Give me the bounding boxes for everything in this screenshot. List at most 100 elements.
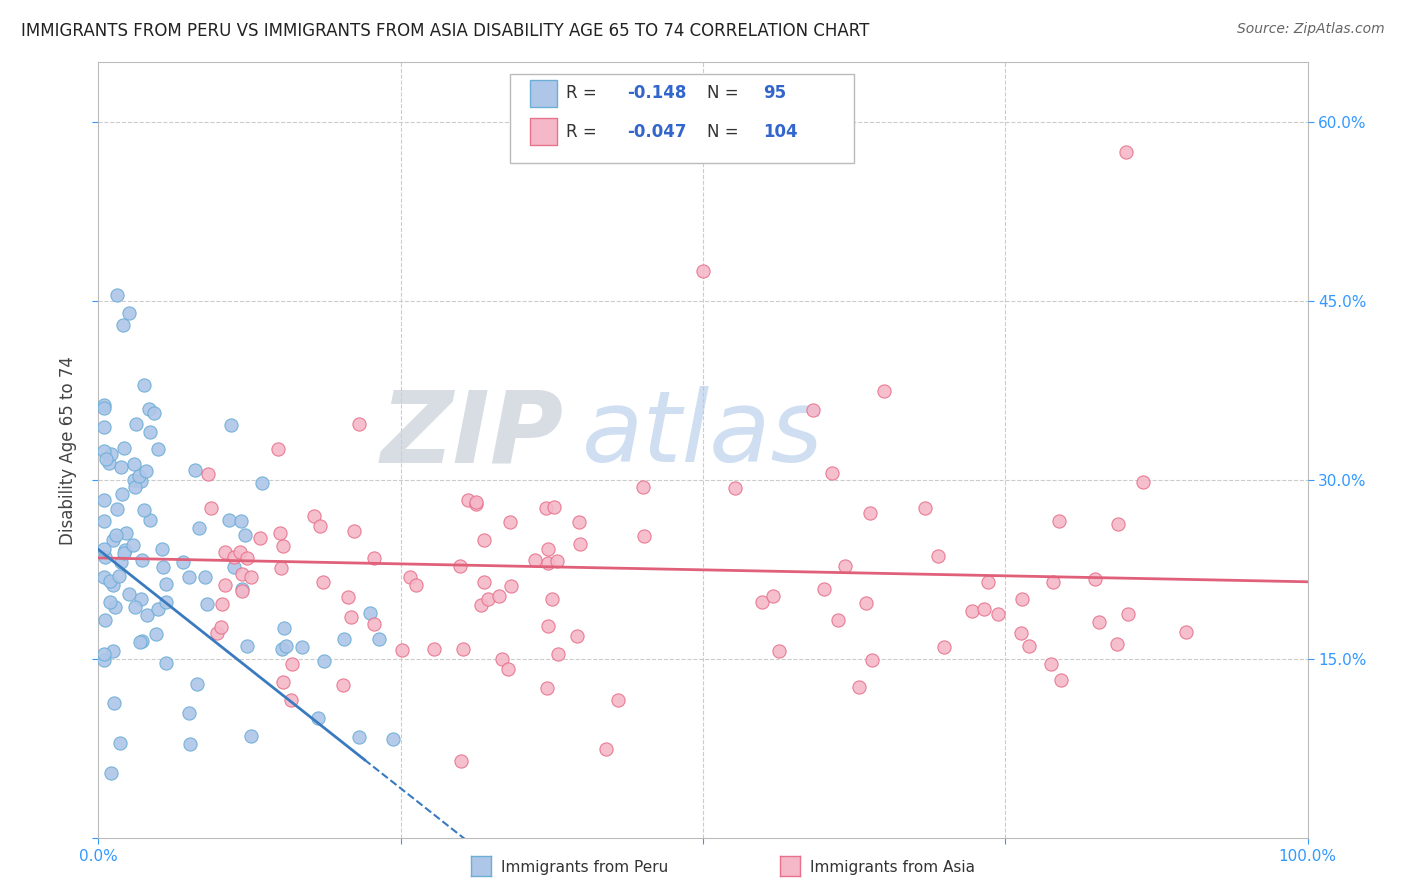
Point [333, 632, 356, 647]
Point [631, 480, 654, 494]
Text: 104: 104 [763, 123, 799, 141]
Point [1018, 640, 1040, 654]
Text: 95: 95 [763, 85, 786, 103]
Point [134, 377, 156, 392]
Point [93, 399, 115, 413]
Point [94, 550, 117, 565]
Point [751, 594, 773, 608]
Point [138, 401, 160, 416]
Point [1107, 516, 1129, 531]
Point [155, 576, 177, 591]
Point [470, 598, 492, 612]
Point [104, 528, 127, 542]
Point [472, 533, 495, 547]
Point [932, 640, 955, 654]
Point [336, 590, 359, 604]
Point [692, 264, 714, 278]
Point [273, 539, 295, 553]
Point [633, 529, 655, 543]
Point [280, 657, 302, 672]
Point [304, 508, 326, 523]
Point [129, 475, 152, 489]
Point [291, 640, 314, 654]
Point [200, 500, 222, 515]
Point [537, 556, 560, 570]
Point [859, 506, 882, 520]
Point [860, 653, 883, 667]
Point [536, 681, 558, 695]
Point [1116, 607, 1139, 621]
Point [103, 696, 125, 710]
Point [464, 497, 486, 511]
Point [115, 526, 138, 541]
Point [122, 457, 145, 471]
Point [1115, 145, 1137, 159]
Point [233, 528, 256, 542]
Point [343, 524, 366, 538]
Point [101, 578, 124, 592]
Point [457, 493, 479, 508]
Point [724, 481, 747, 495]
Point [211, 597, 233, 611]
Point [821, 466, 844, 480]
Point [111, 487, 134, 501]
Point [973, 601, 995, 615]
Point [129, 592, 152, 607]
Point [252, 475, 274, 490]
Point [222, 550, 245, 565]
Point [813, 582, 835, 596]
Point [312, 574, 335, 589]
Point [105, 501, 128, 516]
Point [543, 500, 565, 514]
Point [98, 594, 121, 608]
Point [1105, 637, 1128, 651]
Point [1088, 615, 1111, 630]
Point [367, 632, 389, 646]
Point [607, 692, 630, 706]
Point [155, 656, 177, 670]
Point [179, 737, 201, 751]
Point [112, 441, 135, 455]
Point [595, 742, 617, 756]
Point [129, 634, 152, 648]
Point [249, 532, 271, 546]
Point [194, 570, 217, 584]
Point [239, 570, 262, 584]
Point [98, 456, 121, 470]
Point [1174, 624, 1197, 639]
Point [274, 639, 297, 653]
Point [150, 541, 173, 556]
Point [565, 629, 588, 643]
Point [98, 574, 121, 589]
Point [93, 514, 115, 528]
Point [453, 642, 475, 657]
Point [177, 570, 200, 584]
Point [93, 570, 115, 584]
Point [105, 288, 128, 302]
Point [960, 604, 983, 618]
Point [855, 596, 877, 610]
Point [491, 652, 513, 666]
Point [136, 608, 159, 623]
Point [186, 677, 208, 691]
Point [110, 459, 132, 474]
Point [547, 647, 569, 661]
Text: -0.047: -0.047 [627, 123, 686, 141]
Text: atlas: atlas [582, 386, 824, 483]
Point [93, 613, 115, 627]
Point [280, 692, 302, 706]
Point [399, 569, 422, 583]
Point [142, 406, 165, 420]
Point [155, 594, 177, 608]
Point [391, 642, 413, 657]
Text: R =: R = [567, 85, 602, 103]
Point [477, 592, 499, 607]
Point [184, 463, 207, 477]
Point [93, 444, 115, 458]
Point [271, 675, 294, 690]
Y-axis label: Disability Age 65 to 74: Disability Age 65 to 74 [59, 356, 77, 545]
Point [236, 640, 259, 654]
Point [218, 513, 240, 527]
Point [112, 546, 135, 560]
Point [146, 602, 169, 616]
